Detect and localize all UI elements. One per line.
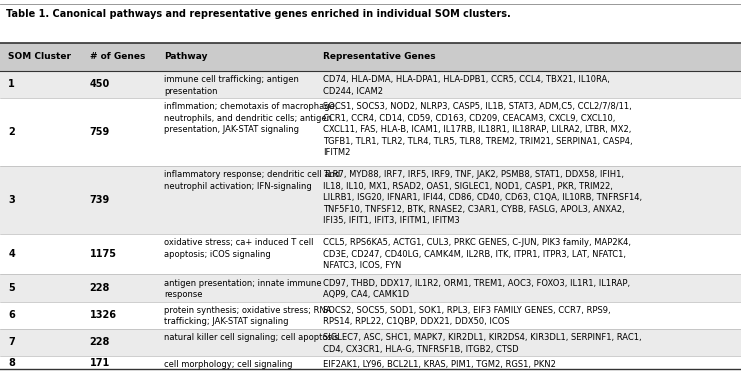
Text: SOCS1, SOCS3, NOD2, NLRP3, CASP5, IL1B, STAT3, ADM,C5, CCL2/7/8/11,
CCR1, CCR4, : SOCS1, SOCS3, NOD2, NLRP3, CASP5, IL1B, … bbox=[323, 102, 633, 157]
Text: immune cell trafficking; antigen
presentation: immune cell trafficking; antigen present… bbox=[164, 75, 299, 95]
Text: 1: 1 bbox=[8, 79, 15, 89]
Text: 1326: 1326 bbox=[90, 310, 116, 320]
Bar bbox=[0, 166, 741, 234]
Text: SOM Cluster: SOM Cluster bbox=[8, 52, 71, 61]
Bar bbox=[0, 329, 741, 356]
Text: 739: 739 bbox=[90, 195, 110, 205]
Bar bbox=[0, 234, 741, 274]
Text: TLR7, MYD88, IRF7, IRF5, IRF9, TNF, JAK2, PSMB8, STAT1, DDX58, IFIH1,
IL18, IL10: TLR7, MYD88, IRF7, IRF5, IRF9, TNF, JAK2… bbox=[323, 170, 642, 225]
Text: protein synthesis; oxidative stress; RNA
trafficking; JAK-STAT signaling: protein synthesis; oxidative stress; RNA… bbox=[164, 306, 331, 326]
Text: 2: 2 bbox=[8, 127, 15, 137]
Text: inflmmation; chemotaxis of macrophage,
neutrophils, and dendritic cells; antigen: inflmmation; chemotaxis of macrophage, n… bbox=[164, 102, 337, 134]
Text: Table 1. Canonical pathways and representative genes enriched in individual SOM : Table 1. Canonical pathways and represen… bbox=[6, 9, 511, 20]
Text: # of Genes: # of Genes bbox=[90, 52, 145, 61]
Text: oxidative stress; ca+ induced T cell
apoptosis; iCOS signaling: oxidative stress; ca+ induced T cell apo… bbox=[164, 238, 313, 259]
Bar bbox=[0, 43, 741, 70]
Bar bbox=[0, 356, 741, 369]
Text: 759: 759 bbox=[90, 127, 110, 137]
Text: Pathway: Pathway bbox=[164, 52, 207, 61]
Text: 228: 228 bbox=[90, 337, 110, 347]
Text: 1175: 1175 bbox=[90, 249, 116, 259]
Text: 5: 5 bbox=[8, 283, 15, 293]
Text: 6: 6 bbox=[8, 310, 15, 320]
Bar bbox=[0, 302, 741, 329]
Text: 228: 228 bbox=[90, 283, 110, 293]
Text: 450: 450 bbox=[90, 79, 110, 89]
Text: 4: 4 bbox=[8, 249, 15, 259]
Text: CCL5, RPS6KA5, ACTG1, CUL3, PRKC GENES, C-JUN, PIK3 family, MAP2K4,
CD3E, CD247,: CCL5, RPS6KA5, ACTG1, CUL3, PRKC GENES, … bbox=[323, 238, 631, 270]
Bar bbox=[0, 274, 741, 302]
Text: CD97, THBD, DDX17, IL1R2, ORM1, TREM1, AOC3, FOXO3, IL1R1, IL1RAP,
AQP9, CA4, CA: CD97, THBD, DDX17, IL1R2, ORM1, TREM1, A… bbox=[323, 279, 630, 299]
Text: natural killer cell signaling; cell apoptosis: natural killer cell signaling; cell apop… bbox=[164, 333, 339, 342]
Text: 171: 171 bbox=[90, 358, 110, 368]
Text: 3: 3 bbox=[8, 195, 15, 205]
Bar bbox=[0, 98, 741, 166]
Text: SOCS2, SOCS5, SOD1, SOK1, RPL3, EIF3 FAMILY GENES, CCR7, RPS9,
RPS14, RPL22, C1Q: SOCS2, SOCS5, SOD1, SOK1, RPL3, EIF3 FAM… bbox=[323, 306, 611, 326]
Text: SIGLEC7, ASC, SHC1, MAPK7, KIR2DL1, KIR2DS4, KIR3DL1, SERPINF1, RAC1,
CD4, CX3CR: SIGLEC7, ASC, SHC1, MAPK7, KIR2DL1, KIR2… bbox=[323, 333, 642, 354]
Text: antigen presentation; innate immune
response: antigen presentation; innate immune resp… bbox=[164, 279, 322, 299]
Bar bbox=[0, 70, 741, 98]
Text: CD74, HLA-DMA, HLA-DPA1, HLA-DPB1, CCR5, CCL4, TBX21, IL10RA,
CD244, ICAM2: CD74, HLA-DMA, HLA-DPA1, HLA-DPB1, CCR5,… bbox=[323, 75, 610, 95]
Text: inflammatory response; dendritic cell and
neutrophil activation; IFN-signaling: inflammatory response; dendritic cell an… bbox=[164, 170, 340, 191]
Text: 7: 7 bbox=[8, 337, 15, 347]
Text: 8: 8 bbox=[8, 358, 15, 368]
Text: EIF2AK1, LY96, BCL2L1, KRAS, PIM1, TGM2, RGS1, PKN2: EIF2AK1, LY96, BCL2L1, KRAS, PIM1, TGM2,… bbox=[323, 360, 556, 369]
Text: cell morphology; cell signaling: cell morphology; cell signaling bbox=[164, 360, 292, 369]
Text: Representative Genes: Representative Genes bbox=[323, 52, 436, 61]
